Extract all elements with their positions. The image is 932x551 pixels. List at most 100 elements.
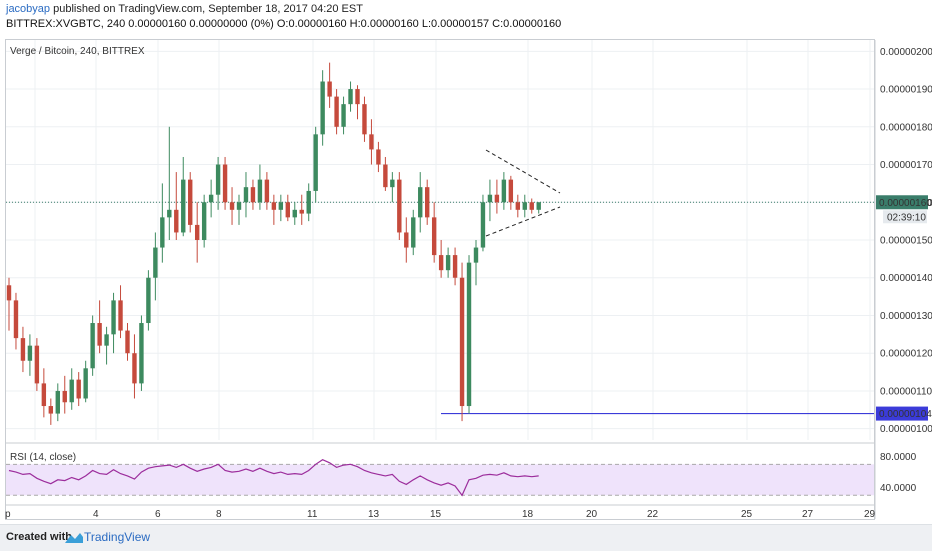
time-tick-label: 22 — [647, 509, 659, 520]
time-tick-label: 25 — [741, 509, 753, 520]
candle-body — [306, 190, 311, 214]
candle-body — [76, 379, 81, 399]
candle-body — [404, 232, 409, 248]
candle-body — [292, 209, 297, 218]
rsi-line — [8, 459, 539, 497]
price-tick-label: 0.00000170 — [880, 160, 932, 171]
candle-body — [146, 277, 151, 324]
candle-body — [83, 368, 88, 399]
candle-body — [452, 255, 458, 278]
time-tick-label: 4 — [93, 509, 99, 520]
candle-body — [515, 202, 521, 210]
candle-body — [41, 383, 47, 407]
candle-body — [229, 202, 235, 210]
candle-body — [473, 247, 479, 263]
candle-body — [459, 277, 465, 407]
candle-body — [411, 217, 416, 248]
candle-body — [160, 217, 165, 248]
candle-body — [529, 202, 534, 210]
candle-body — [48, 406, 54, 414]
candle-body — [118, 300, 123, 331]
tradingview-brand[interactable]: TradingView — [84, 530, 151, 544]
candle-body — [201, 202, 207, 240]
candle-body — [215, 164, 221, 195]
price-tick-label: 0.00000190 — [880, 85, 932, 96]
time-tick-label: 8 — [216, 509, 222, 520]
candle-body — [348, 89, 353, 105]
tradingview-logo-icon — [65, 533, 83, 543]
footer-bar: Created with TradingView — [0, 524, 932, 551]
candle-body — [501, 179, 507, 203]
candle-body — [236, 202, 242, 210]
candle-body — [522, 202, 527, 210]
candle-body — [494, 194, 500, 203]
countdown-badge — [883, 210, 927, 224]
price-tick-label: 0.00000150 — [880, 236, 932, 247]
chart-header: jacobyap published on TradingView.com, S… — [0, 0, 932, 34]
price-tick-label: 0.00000120 — [880, 349, 932, 360]
price-tick-label: 0.00000140 — [880, 273, 932, 284]
time-tick-label: 27 — [802, 509, 814, 520]
price-chart[interactable]: 0.00000200 0.00000190 0.00000180 0.00000170… — [0, 0, 932, 524]
candle-body — [132, 353, 137, 384]
time-tick-label: 18 — [522, 509, 534, 520]
candle-body — [390, 179, 395, 188]
rsi-tick-label: 40.0000 — [880, 483, 917, 494]
candle-body — [362, 104, 367, 135]
current-price-label: 0.00000160 — [879, 198, 932, 209]
candle-body — [466, 262, 472, 407]
candle-body — [243, 187, 249, 203]
candle-body — [6, 285, 12, 301]
candle-body — [97, 323, 102, 346]
candle-body — [487, 194, 493, 203]
candle-body — [320, 81, 325, 135]
candle-body — [264, 179, 270, 203]
candle-body — [313, 134, 318, 191]
symbol-line: BITTREX:XVGBTC, 240 0.00000160 0.0000000… — [6, 18, 562, 30]
candle-body — [341, 104, 346, 127]
candle-body — [13, 300, 19, 339]
candle-body — [418, 187, 423, 218]
price-tick-label: 0.00000200 — [880, 47, 932, 58]
candle-body — [208, 194, 214, 203]
price-tick-label: 0.00000130 — [880, 311, 932, 322]
candle-body — [34, 345, 40, 384]
candle-body — [27, 345, 33, 361]
candle-body — [174, 209, 179, 233]
candle-body — [431, 217, 437, 256]
candle-body — [438, 255, 444, 271]
price-tick-label: 0.00000110 — [880, 386, 932, 397]
candle-body — [188, 179, 193, 225]
candle-body — [257, 179, 263, 203]
candle-body — [278, 202, 284, 210]
candle-body — [69, 379, 74, 403]
candle-body — [194, 224, 200, 240]
candle-body — [90, 323, 95, 369]
author-link[interactable]: jacobyap — [6, 3, 51, 15]
candle-body — [445, 255, 451, 271]
candle-body — [104, 334, 109, 346]
candle-body — [383, 164, 388, 188]
candle-body — [55, 390, 60, 414]
published-text: published on TradingView.com, September … — [53, 3, 363, 15]
price-tick-label: 0.00000180 — [880, 122, 932, 133]
candle-body — [20, 338, 26, 361]
candle-body — [153, 247, 158, 278]
candle-body — [167, 209, 172, 218]
candle-body — [327, 81, 332, 97]
rsi-label: RSI (14, close) — [10, 452, 76, 463]
candle-body — [271, 202, 277, 210]
support-price-label: 0.00000104 — [879, 409, 932, 420]
chart-title: Verge / Bitcoin, 240, BITTREX — [10, 46, 145, 57]
support-price-badge — [876, 406, 928, 421]
created-with-label: Created with — [6, 531, 73, 543]
time-tick-label: 6 — [155, 509, 161, 520]
candle-body — [376, 149, 381, 165]
candle-body — [222, 164, 228, 203]
time-tick-label: p — [5, 509, 11, 520]
rsi-band — [6, 464, 874, 496]
triangle-upper-trendline — [485, 149, 561, 194]
candle-body — [397, 179, 402, 233]
candle-body — [111, 300, 116, 335]
candle-body — [125, 330, 130, 354]
